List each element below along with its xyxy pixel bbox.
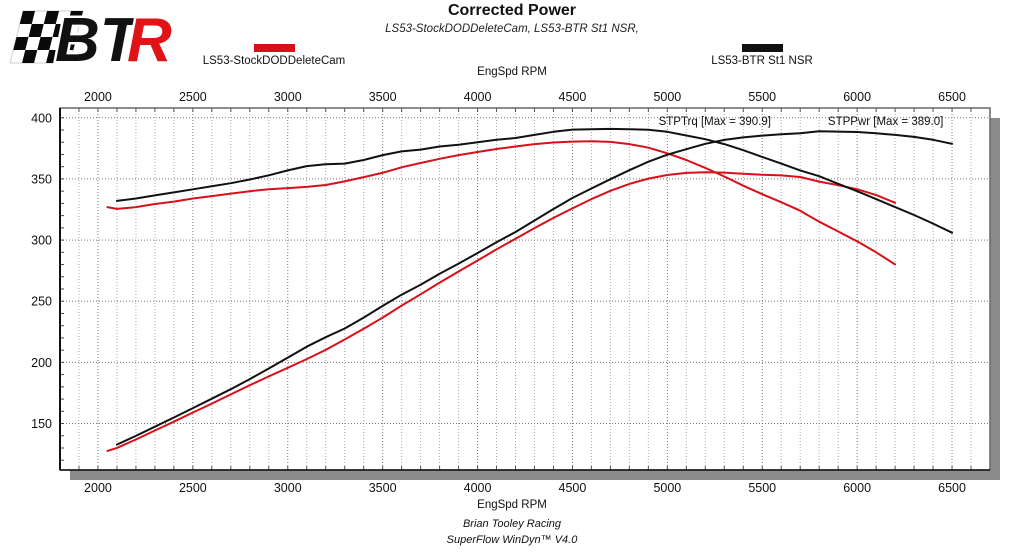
x-tick-label-bottom: 2500: [179, 481, 207, 495]
x-tick-label-bottom: 2000: [84, 481, 112, 495]
x-tick-label-top: 2000: [84, 90, 112, 104]
footer-software: SuperFlow WinDyn™ V4.0: [446, 534, 578, 546]
btr-logo: BT R: [9, 4, 175, 73]
x-tick-label-top: 6000: [843, 90, 871, 104]
y-tick-label: 200: [31, 356, 52, 370]
x-tick-label-bottom: 6000: [843, 481, 871, 495]
x-tick-label-bottom: 5000: [653, 481, 681, 495]
x-tick-label-top: 5000: [653, 90, 681, 104]
page-title: Corrected Power: [447, 2, 577, 19]
legend-label-stock-cam: LS53-StockDODDeleteCam: [202, 55, 346, 67]
x-tick-label-top: 2500: [179, 90, 207, 104]
x-axis-label-bottom: EngSpd RPM: [477, 499, 547, 511]
x-tick-label-top: 4500: [559, 90, 587, 104]
x-tick-label-top: 3500: [369, 90, 397, 104]
x-tick-label-bottom: 4000: [464, 481, 492, 495]
x-tick-label-top: 4000: [464, 90, 492, 104]
x-tick-label-top: 3000: [274, 90, 302, 104]
power-curve-btr-st1: [115, 130, 953, 446]
y-tick-label: 300: [31, 234, 52, 248]
logo-letters-bt: BT: [55, 6, 143, 73]
x-tick-label-top: 5500: [748, 90, 776, 104]
page-subtitle: LS53-StockDODDeleteCam, LS53-BTR St1 NSR…: [385, 23, 639, 35]
x-axis-label-top: EngSpd RPM: [477, 66, 547, 78]
legend-swatch-red: [253, 44, 295, 52]
x-tick-label-top: 6500: [938, 90, 966, 104]
y-tick-label: 150: [31, 417, 52, 431]
max-torque-annotation: STPTrq [Max = 390.9]: [659, 116, 771, 128]
checkered-flag-icon: [9, 10, 84, 64]
power-curve-stock-cam: [106, 171, 897, 452]
plot-shadow-right: [990, 118, 1000, 480]
legend-label-btr-st1: LS53-BTR St1 NSR: [711, 55, 813, 67]
torque-curve-stock-cam: [106, 140, 897, 266]
legend-item-stock-cam: LS53-StockDODDeleteCam: [203, 44, 345, 67]
y-tick-label: 400: [31, 111, 52, 125]
x-tick-label-bottom: 3500: [369, 481, 397, 495]
plot-area: [59, 107, 991, 471]
x-tick-label-bottom: 3000: [274, 481, 302, 495]
x-tick-label-bottom: 6500: [938, 481, 966, 495]
x-tick-label-bottom: 4500: [559, 481, 587, 495]
legend-item-btr-st1: LS53-BTR St1 NSR: [697, 44, 827, 67]
plot-shadow-bottom: [70, 470, 1000, 480]
legend-swatch-black: [741, 44, 783, 52]
y-tick-label: 250: [31, 295, 52, 309]
y-tick-label: 350: [31, 172, 52, 186]
footer-company: Brian Tooley Racing: [462, 518, 562, 530]
logo-letter-r: R: [127, 6, 172, 73]
max-power-annotation: STPPwr [Max = 389.0]: [828, 116, 943, 128]
torque-curve-btr-st1: [115, 127, 953, 234]
x-tick-label-bottom: 5500: [748, 481, 776, 495]
